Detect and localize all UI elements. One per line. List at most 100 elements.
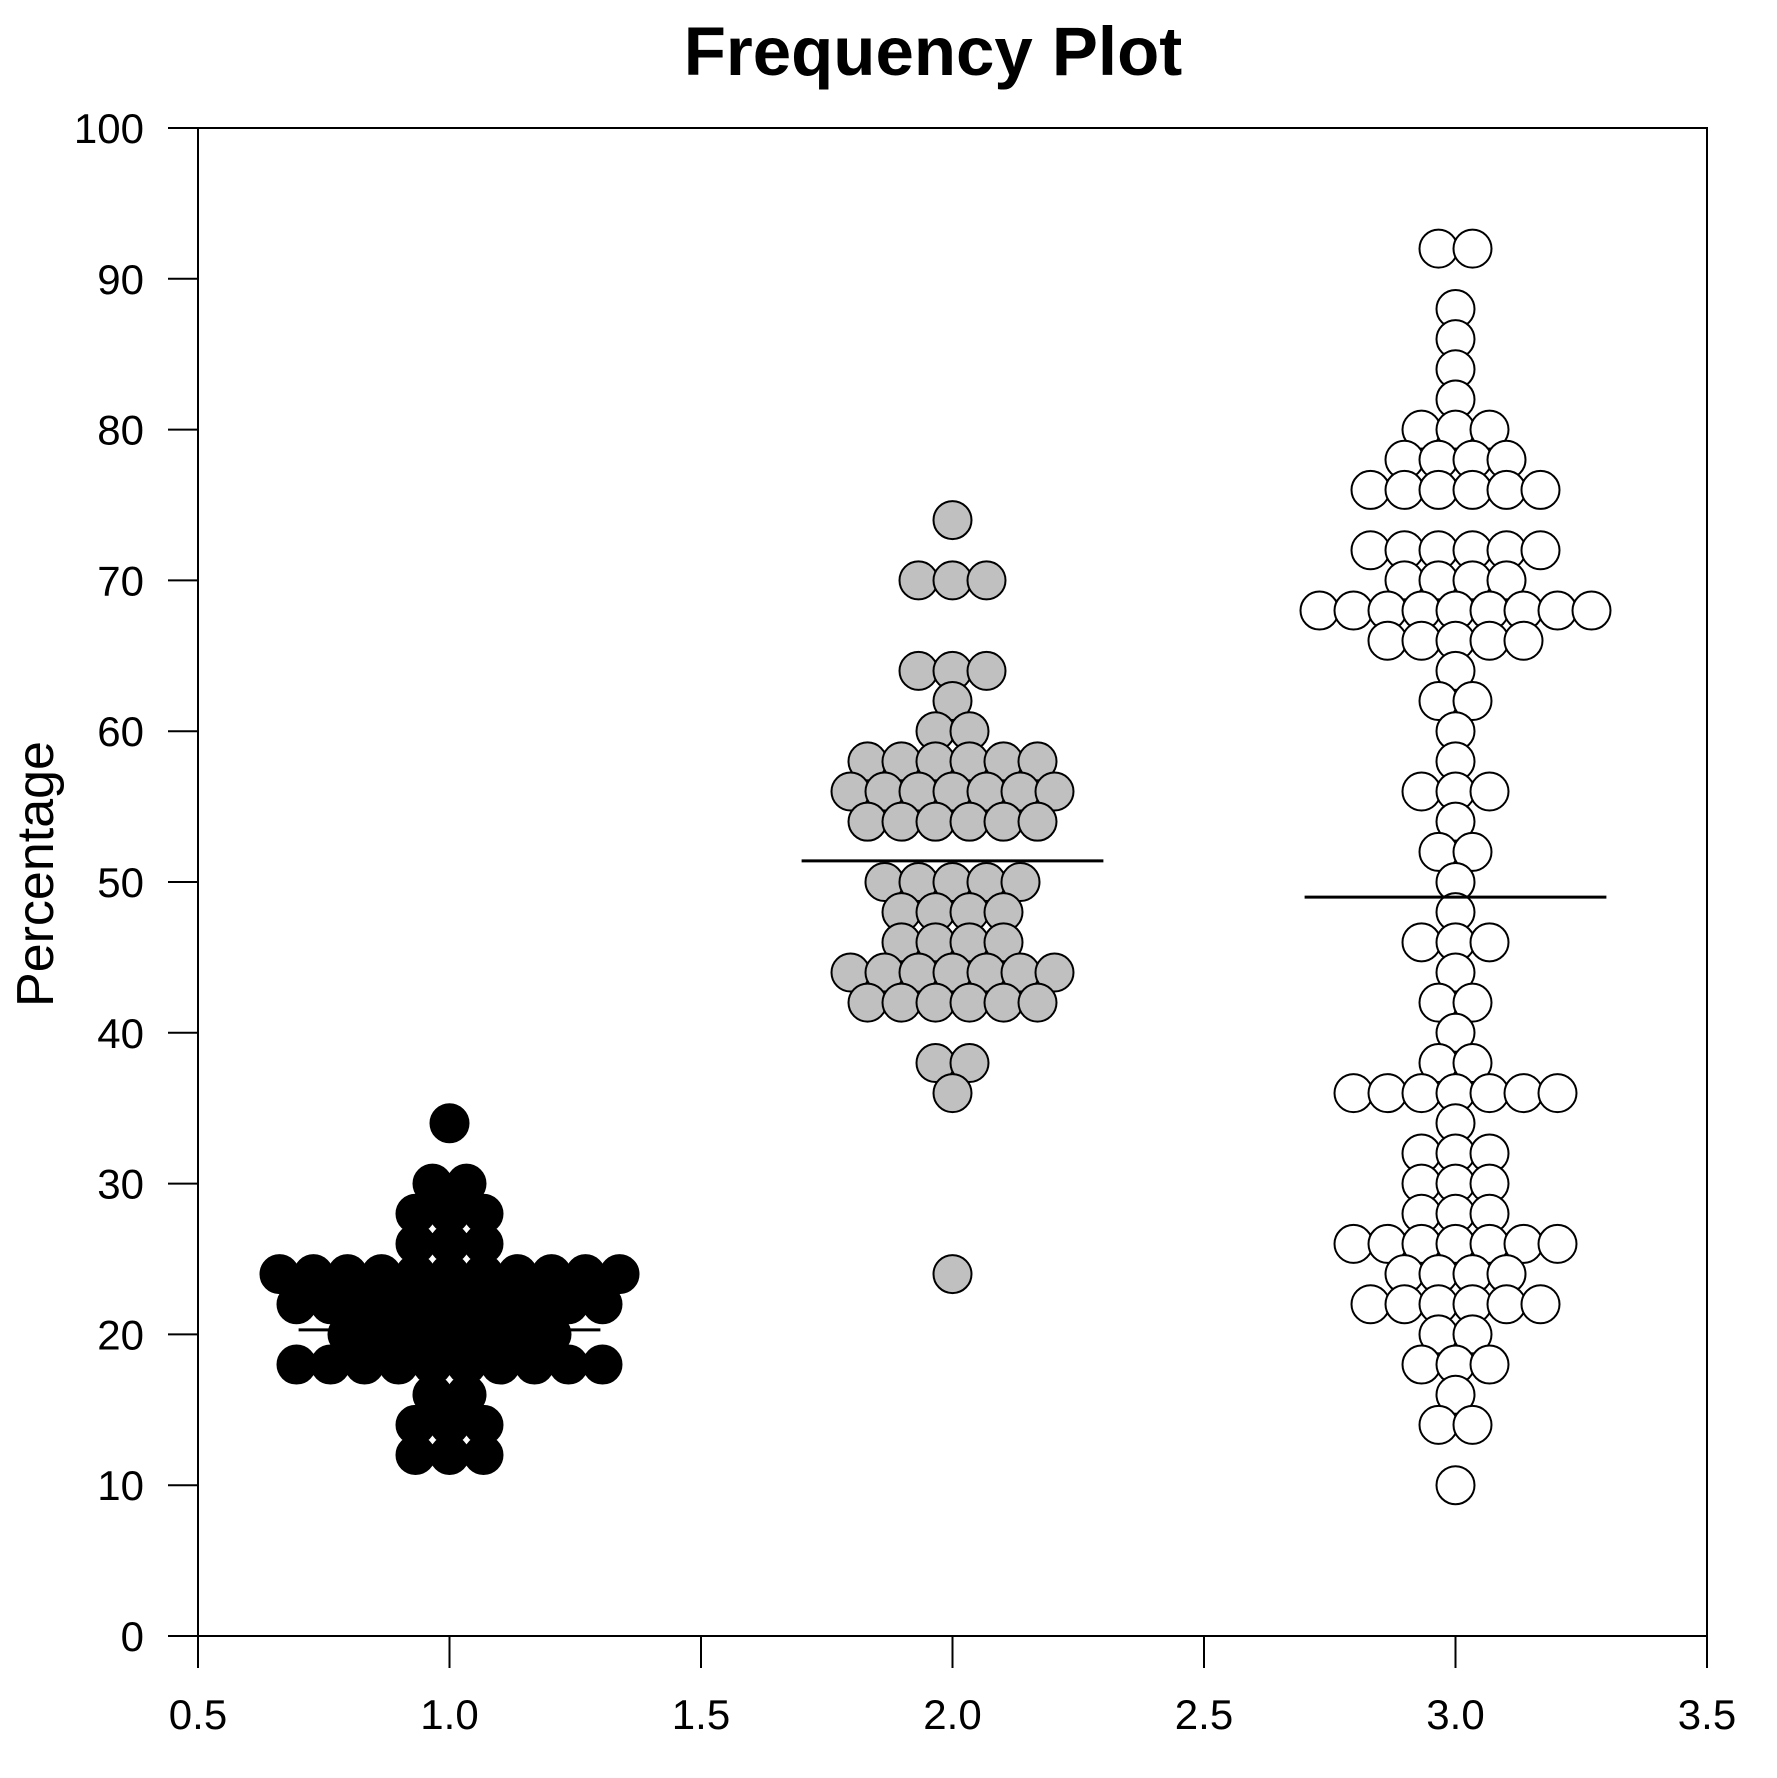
data-point (1469, 1344, 1510, 1385)
y-tick-label: 40 (97, 1010, 144, 1057)
x-tick-label: 2.0 (923, 1691, 981, 1738)
data-point (1333, 1223, 1374, 1264)
y-axis-label: Percentage (7, 741, 65, 1007)
data-point (1452, 831, 1493, 872)
series-3-points (1299, 228, 1612, 1506)
data-point (344, 1344, 385, 1385)
data-point (932, 1254, 973, 1295)
data-point (1401, 620, 1442, 661)
data-point (514, 1344, 555, 1385)
data-point (847, 801, 888, 842)
data-point (548, 1344, 589, 1385)
data-point (1017, 982, 1058, 1023)
data-point (429, 1103, 470, 1144)
data-point (1520, 469, 1561, 510)
data-point (1469, 409, 1510, 450)
x-tick-label: 0.5 (169, 1691, 227, 1738)
data-point (429, 1435, 470, 1476)
data-point (898, 650, 939, 691)
data-point (1452, 1404, 1493, 1445)
data-point (1452, 228, 1493, 269)
y-tick-label: 70 (97, 557, 144, 604)
data-point (1486, 1284, 1527, 1325)
data-point (1350, 469, 1391, 510)
data-point (881, 801, 922, 842)
data-point (1435, 952, 1476, 993)
y-tick-label: 0 (121, 1613, 144, 1660)
y-tick-label: 60 (97, 708, 144, 755)
data-point (881, 982, 922, 1023)
data-point (1418, 469, 1459, 510)
data-point (1333, 1073, 1374, 1114)
data-point (1537, 1223, 1578, 1264)
data-point (1367, 620, 1408, 661)
x-tick-label: 1.0 (420, 1691, 478, 1738)
data-point (1469, 771, 1510, 812)
data-point (1350, 1284, 1391, 1325)
data-point (898, 560, 939, 601)
data-point (1401, 1344, 1442, 1385)
data-point (1367, 1073, 1408, 1114)
data-point (1435, 801, 1476, 842)
data-point (1384, 469, 1425, 510)
y-tick-label: 100 (74, 105, 144, 152)
data-point (983, 982, 1024, 1023)
data-point (932, 560, 973, 601)
data-point (1520, 1284, 1561, 1325)
data-point (1017, 801, 1058, 842)
data-point (1350, 530, 1391, 571)
data-point (395, 1435, 436, 1476)
data-point (1418, 1404, 1459, 1445)
data-point (1503, 620, 1544, 661)
data-point (1537, 590, 1578, 631)
data-point (1469, 922, 1510, 963)
x-tick-label: 3.5 (1678, 1691, 1736, 1738)
data-point (1017, 741, 1058, 782)
data-point (1452, 982, 1493, 1023)
data-point (1452, 1042, 1493, 1083)
data-point (582, 1284, 623, 1325)
data-point (1503, 1073, 1544, 1114)
data-point (1469, 620, 1510, 661)
data-point (1401, 922, 1442, 963)
data-point (983, 922, 1024, 963)
data-point (446, 1374, 487, 1415)
data-point (1401, 771, 1442, 812)
data-point (1571, 590, 1612, 631)
data-point (276, 1284, 317, 1325)
data-point (1537, 1073, 1578, 1114)
y-tick-label: 50 (97, 859, 144, 906)
data-point (599, 1254, 640, 1295)
data-point (949, 982, 990, 1023)
data-point (1452, 1314, 1493, 1355)
data-point (1452, 469, 1493, 510)
y-tick-label: 80 (97, 407, 144, 454)
data-point (276, 1344, 317, 1385)
series-2-points (830, 500, 1075, 1295)
data-point (1034, 771, 1075, 812)
data-point (1435, 1012, 1476, 1053)
data-point (1452, 681, 1493, 722)
data-point (966, 560, 1007, 601)
data-point (915, 801, 956, 842)
data-point (966, 650, 1007, 691)
series-1-points (259, 1103, 640, 1476)
data-point (1486, 469, 1527, 510)
y-tick-label: 20 (97, 1311, 144, 1358)
data-point (949, 801, 990, 842)
data-point (378, 1344, 419, 1385)
x-tick-label: 3.0 (1426, 1691, 1484, 1738)
data-point (915, 982, 956, 1023)
x-tick-label: 1.5 (672, 1691, 730, 1738)
data-point (1435, 650, 1476, 691)
data-point (1034, 952, 1075, 993)
data-point (932, 681, 973, 722)
data-point (1520, 530, 1561, 571)
data-point (847, 982, 888, 1023)
data-point (1435, 1465, 1476, 1506)
data-point (949, 1042, 990, 1083)
y-tick-label: 30 (97, 1161, 144, 1208)
data-point (1401, 1073, 1442, 1114)
data-point (932, 500, 973, 541)
